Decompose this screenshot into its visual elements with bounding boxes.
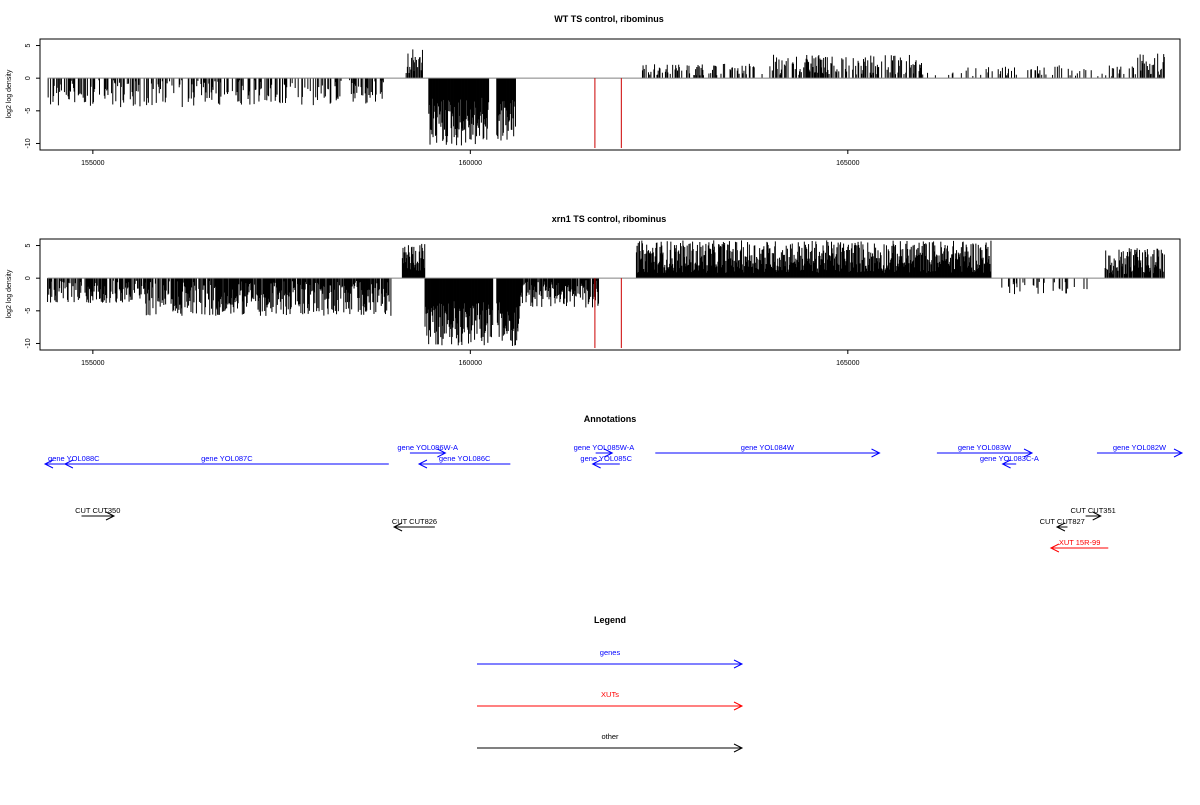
legend-arrow: [477, 701, 744, 711]
legend-title: Legend: [594, 615, 626, 625]
arrow-head: [105, 511, 116, 521]
x-tick-label: 160000: [459, 160, 482, 167]
x-tick-label: 165000: [836, 160, 859, 167]
panel-title: WT TS control, ribominus: [554, 14, 664, 24]
arrow-head: [733, 743, 744, 753]
arrow-head: [1023, 448, 1034, 458]
plot-frame: [39, 238, 1181, 351]
x-tick-label: 165000: [836, 360, 859, 367]
cut-arrow-label: CUT CUT827: [1040, 517, 1085, 526]
legend-arrow: [477, 743, 744, 753]
legend: Legend genes XUTs other: [477, 615, 744, 753]
cut-arrow: [1055, 522, 1068, 532]
arrow-head: [1001, 459, 1011, 469]
y-axis-label: log2 log density: [6, 269, 13, 318]
annotations-track: Annotations gene YOL088C gene YOL087C gene…: [43, 414, 1184, 553]
y-tick-label: -10: [25, 138, 32, 148]
legend-item-label: genes: [600, 648, 621, 657]
arrow-head: [604, 448, 614, 458]
y-tick-label: -5: [25, 308, 32, 314]
gene-arrow: [591, 459, 620, 469]
gene-arrow-label: gene YOL083W: [958, 443, 1012, 452]
gene-arrow-label: gene YOL088C: [48, 454, 100, 463]
gene-arrow-label: gene YOL083C-A: [980, 454, 1039, 463]
annotations-title: Annotations: [584, 414, 637, 424]
cut-arrow-label: CUT CUT350: [75, 506, 120, 515]
arrow-head: [1049, 543, 1060, 553]
legend-item-label: other: [601, 732, 619, 741]
gene-arrow-label: gene YOL082W: [1113, 443, 1167, 452]
cut-arrow-label: CUT CUT826: [392, 517, 437, 526]
gene-arrow-label: gene YOL084W: [741, 443, 795, 452]
y-axis-label: log2 log density: [6, 69, 13, 118]
arrow-head: [733, 659, 744, 669]
arrow-head: [1055, 522, 1066, 532]
y-tick-label: 0: [25, 276, 32, 280]
y-tick-label: 5: [25, 43, 32, 47]
panel-title: xrn1 TS control, ribominus: [552, 214, 667, 224]
gene-arrow: [1096, 448, 1184, 458]
y-tick-label: -10: [25, 338, 32, 348]
y-tick-label: -5: [25, 108, 32, 114]
arrow-head: [733, 701, 744, 711]
plot-frame: [39, 38, 1181, 151]
gene-arrow: [595, 448, 614, 458]
gene-arrow: [63, 459, 389, 469]
legend-item-label: XUTs: [601, 690, 619, 699]
arrow-head: [1092, 511, 1102, 521]
y-tick-label: 0: [25, 76, 32, 80]
legend-arrow: [477, 659, 744, 669]
gene-arrow: [417, 459, 511, 469]
arrow-head: [392, 522, 403, 532]
arrow-head: [63, 459, 74, 469]
arrow-head: [417, 459, 428, 469]
gene-arrow: [1001, 459, 1017, 469]
xrn1-coverage-panel: xrn1 TS control, ribominus log2 log dens…: [6, 214, 1181, 367]
xut-arrow: [1049, 543, 1109, 553]
xut-arrow-label: XUT 15R-99: [1059, 538, 1101, 547]
gene-arrow-label: gene YOL085C: [580, 454, 632, 463]
gene-arrow-label: gene YOL087C: [201, 454, 253, 463]
coverage-bars: [47, 49, 1165, 146]
y-tick-label: 5: [25, 243, 32, 247]
cut-arrow: [81, 511, 116, 521]
arrow-head: [1173, 448, 1184, 458]
gene-arrow: [655, 448, 881, 458]
arrow-head: [437, 448, 447, 458]
arrow-head: [871, 448, 881, 458]
coverage-bars: [47, 240, 1165, 346]
cut-arrow-label: CUT CUT351: [1071, 506, 1116, 515]
cut-arrow: [1085, 511, 1102, 521]
x-tick-label: 155000: [81, 160, 104, 167]
gene-arrow: [409, 448, 447, 458]
gene-arrow-label: gene YOL086W-A: [397, 443, 458, 452]
wt-coverage-panel: WT TS control, ribominus log2 log densit…: [6, 14, 1181, 167]
x-tick-label: 155000: [81, 360, 104, 367]
cut-arrow: [392, 522, 435, 532]
gene-arrow-label: gene YOL085W-A: [574, 443, 635, 452]
gene-arrow-label: gene YOL086C: [439, 454, 491, 463]
x-tick-label: 160000: [459, 360, 482, 367]
arrow-head: [43, 459, 54, 469]
gene-arrow: [936, 448, 1034, 458]
arrow-head: [591, 459, 601, 469]
